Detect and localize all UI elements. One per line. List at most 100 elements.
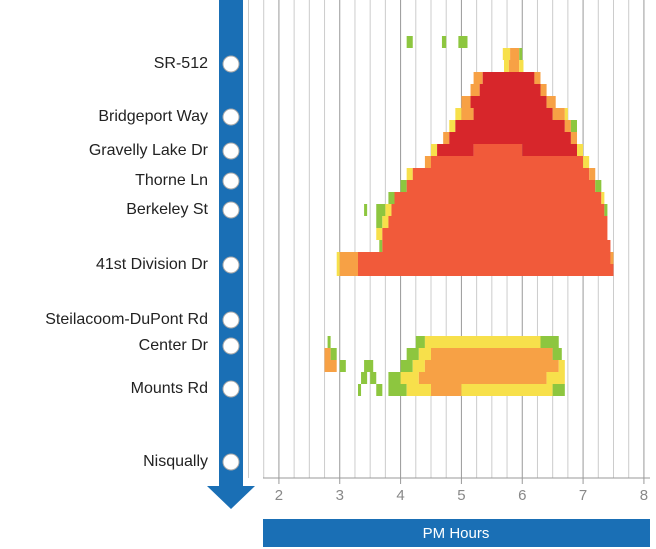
- congestion-cell: [339, 252, 358, 264]
- congestion-cell: [364, 360, 374, 372]
- congestion-cell: [589, 168, 596, 180]
- station-marker: [222, 142, 240, 160]
- x-label-bar: [263, 519, 650, 547]
- congestion-cell: [385, 204, 392, 216]
- congestion-cell: [358, 384, 362, 396]
- congestion-cell: [388, 192, 395, 204]
- congestion-cell: [564, 108, 568, 120]
- congestion-cell: [482, 72, 535, 84]
- x-tick-label: 8: [640, 487, 648, 504]
- congestion-cell: [570, 132, 577, 144]
- congestion-cell: [610, 252, 614, 264]
- x-tick-label: 5: [457, 487, 465, 504]
- congestion-cell: [361, 372, 368, 384]
- congestion-cell: [431, 156, 584, 168]
- x-tick-label: 6: [518, 487, 526, 504]
- x-tick-label: 7: [579, 487, 587, 504]
- congestion-cell: [406, 384, 431, 396]
- congestion-cell: [504, 60, 509, 72]
- congestion-cell: [601, 192, 605, 204]
- station-marker: [222, 380, 240, 398]
- congestion-cell: [540, 336, 559, 348]
- congestion-cell: [424, 360, 559, 372]
- station-marker: [222, 311, 240, 329]
- congestion-cell: [394, 192, 602, 204]
- congestion-cell: [461, 108, 474, 120]
- x-tick-label: 4: [396, 487, 404, 504]
- congestion-cell: [508, 60, 520, 72]
- congestion-cell: [437, 144, 474, 156]
- congestion-cell: [418, 348, 431, 360]
- congestion-cell: [400, 360, 413, 372]
- congestion-cell: [604, 204, 608, 216]
- congestion-cell: [358, 252, 611, 264]
- congestion-cell: [443, 132, 450, 144]
- congestion-cell: [336, 252, 340, 264]
- congestion-cell: [376, 228, 383, 240]
- congestion-cell: [388, 384, 407, 396]
- congestion-cell: [376, 216, 383, 228]
- station-marker: [222, 256, 240, 274]
- station-marker: [222, 108, 240, 126]
- congestion-cell: [382, 240, 611, 252]
- congestion-cell: [470, 84, 480, 96]
- station-marker: [222, 55, 240, 73]
- congestion-cell: [406, 180, 596, 192]
- station-marker: [222, 201, 240, 219]
- congestion-cell: [376, 384, 383, 396]
- congestion-cell: [473, 144, 523, 156]
- congestion-cell: [431, 144, 438, 156]
- congestion-cell: [406, 168, 413, 180]
- congestion-cell: [510, 48, 520, 60]
- congestion-cell: [391, 204, 605, 216]
- congestion-cell: [522, 144, 577, 156]
- congestion-cell: [424, 336, 541, 348]
- congestion-cell: [473, 108, 553, 120]
- congestion-cell: [546, 96, 556, 108]
- congestion-cell: [502, 48, 511, 60]
- congestion-cell: [449, 132, 571, 144]
- congestion-cell: [552, 384, 565, 396]
- station-label: Berkeley St: [126, 201, 208, 218]
- congestion-cell: [552, 108, 565, 120]
- x-axis-label: PM Hours: [423, 525, 490, 542]
- congestion-cell: [431, 384, 462, 396]
- station-label: Center Dr: [139, 337, 209, 354]
- station-marker: [222, 453, 240, 471]
- congestion-cell: [558, 360, 565, 372]
- congestion-cell: [400, 372, 419, 384]
- station-label: Mounts Rd: [131, 380, 208, 397]
- congestion-cell: [519, 48, 523, 60]
- station-marker: [222, 337, 240, 355]
- station-marker: [222, 172, 240, 190]
- congestion-cell: [370, 372, 377, 384]
- congestion-cell: [388, 216, 608, 228]
- congestion-cell: [376, 204, 386, 216]
- congestion-cell: [519, 60, 524, 72]
- congestion-cell: [552, 348, 562, 360]
- congestion-cell: [577, 144, 584, 156]
- congestion-cell: [412, 168, 590, 180]
- corridor-bar: [219, 0, 243, 488]
- congestion-cell: [431, 348, 553, 360]
- x-tick-label: 2: [275, 487, 283, 504]
- congestion-cell: [400, 180, 407, 192]
- x-tick-label: 3: [336, 487, 344, 504]
- congestion-cell: [339, 360, 346, 372]
- congestion-cell: [379, 240, 383, 252]
- congestion-cell: [412, 360, 425, 372]
- congestion-cell: [324, 348, 331, 360]
- congestion-cell: [564, 120, 571, 132]
- congestion-cell: [595, 180, 602, 192]
- station-label: Bridgeport Way: [98, 108, 208, 125]
- congestion-cell: [546, 372, 565, 384]
- congestion-cell: [327, 336, 331, 348]
- congestion-cell: [330, 348, 337, 360]
- congestion-cell: [382, 228, 608, 240]
- corridor-arrow: [207, 486, 255, 509]
- congestion-cell: [570, 120, 577, 132]
- congestion-cell: [479, 84, 541, 96]
- congestion-cell: [461, 384, 553, 396]
- congestion-cell: [388, 372, 401, 384]
